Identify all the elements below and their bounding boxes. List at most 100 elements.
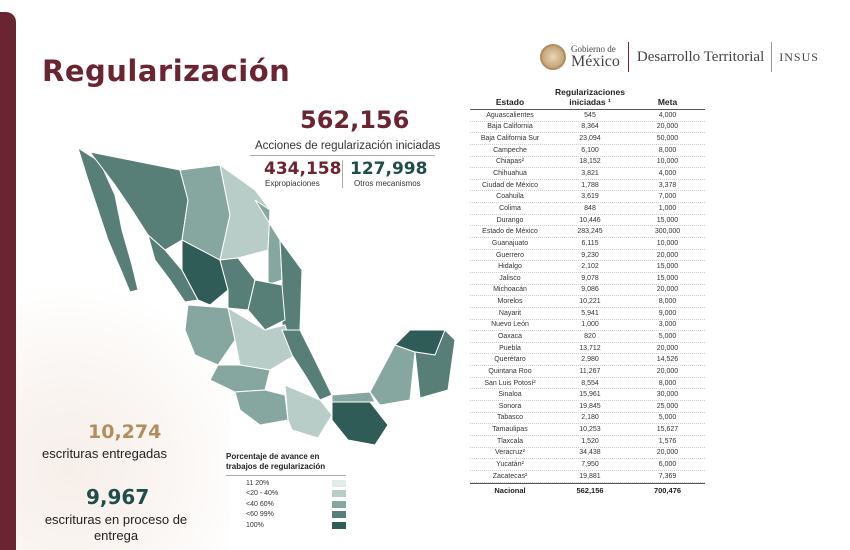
seal-icon (540, 44, 566, 70)
cell-regularizaciones: 6,100 (581, 146, 599, 154)
total-meta: 700,476 (653, 485, 682, 495)
total-label: Nacional (494, 485, 526, 495)
cell-estado: Chihuahua (493, 170, 527, 178)
mexico-map (77, 146, 456, 446)
cell-regularizaciones: 2,102 (581, 263, 599, 271)
table-row: Chihuahua 3,821 4,000 (470, 168, 705, 180)
cell-regularizaciones: 848 (584, 204, 596, 212)
cell-regularizaciones: 1,520 (581, 437, 599, 445)
cell-meta: 7,000 (658, 193, 677, 201)
cell-regularizaciones: 1,788 (581, 181, 599, 189)
cell-estado: Michoacán (493, 286, 527, 294)
table-row: Durango 10,446 15,000 (470, 215, 705, 227)
legend-item: <20 - 40% (226, 489, 346, 500)
cell-regularizaciones: 10,221 (579, 298, 601, 306)
cell-estado: Oaxaca (497, 332, 523, 340)
table-header: Estado Regularizaciones iniciadas ¹ Meta (470, 84, 705, 110)
table-row: Baja California 8,364 20,000 (470, 122, 705, 134)
cell-estado: Ciudad de México (481, 181, 539, 189)
cell-estado: Tamaulipas (492, 426, 528, 434)
cell-meta: 8,000 (658, 379, 677, 387)
kpi-otros-label: Otros mecanismos (354, 179, 421, 188)
cell-estado: Nuevo León (491, 321, 529, 329)
cell-meta: 20,000 (656, 367, 679, 375)
table-total-row: Nacional 562,156 700,476 (470, 482, 705, 497)
table-row: Colima 848 1,000 (470, 203, 705, 215)
cell-regularizaciones: 23,094 (579, 135, 601, 143)
header-logos: Gobierno de México Desarrollo Territoria… (540, 40, 819, 74)
map-region-oaxaca (284, 384, 333, 439)
cell-meta: 14,526 (656, 356, 679, 364)
cell-meta: 15,000 (656, 216, 679, 224)
table-row: Ciudad de México 1,788 3,378 (470, 180, 705, 192)
cell-meta: 3,000 (658, 321, 677, 329)
total-regularizaciones: 562,156 (576, 485, 604, 495)
map-legend: Porcentaje de avance en trabajos de regu… (226, 452, 346, 531)
table-row: Tabasco 2,180 5,000 (470, 413, 705, 425)
table-row: Jalisco 9,078 15,000 (470, 273, 705, 285)
legend-swatch (332, 521, 346, 529)
table-row: Puebla 13,712 20,000 (470, 343, 705, 355)
cell-estado: Zacatecas² (492, 472, 528, 480)
cell-meta: 5,000 (658, 414, 677, 422)
map-region-tabasco (331, 391, 376, 403)
table-row: Querétaro 2,980 14,526 (470, 354, 705, 367)
table-row: Nayarit 5,941 9,000 (470, 308, 705, 320)
kpi-otros-value: 127,998 (350, 159, 428, 179)
table-row: Sonora 19,845 25,000 (470, 401, 705, 413)
divider (342, 160, 343, 188)
cell-meta: 300,000 (654, 228, 681, 236)
cell-estado: Sinaloa (498, 391, 522, 399)
cell-estado: Jalisco (499, 274, 521, 282)
table-row: Guanajuato 6,115 10,000 (470, 238, 705, 250)
legend-swatch (332, 500, 346, 508)
cell-estado: Puebla (499, 344, 521, 352)
table-row: Morelos 10,221 8,000 (470, 296, 705, 308)
table-row: Oaxaca 820 5,000 (470, 331, 705, 343)
cell-regularizaciones: 15,961 (579, 391, 601, 399)
map-region-veracruz (281, 329, 333, 401)
divider (250, 155, 435, 156)
table-row: Campeche 6,100 8,000 (470, 145, 705, 157)
cell-estado: Veracruz² (495, 449, 525, 457)
cell-regularizaciones: 1,000 (581, 321, 599, 329)
kpi-total-value: 562,156 (300, 106, 410, 134)
accent-bar (0, 12, 16, 550)
map-region-michoacan (209, 364, 271, 393)
table-row: Veracruz² 34,438 20,000 (470, 448, 705, 460)
cell-meta: 8,000 (658, 298, 677, 306)
cell-regularizaciones: 2,180 (581, 414, 599, 422)
cell-estado: Morelos (497, 298, 523, 306)
cell-regularizaciones: 19,845 (579, 402, 601, 410)
cell-estado: Hidalgo (498, 263, 522, 271)
page-title: Regularización (42, 54, 291, 88)
divider (226, 475, 346, 476)
map-region-coahuila (219, 163, 271, 261)
map-region-chiapas (331, 399, 389, 446)
cell-meta: 20,000 (656, 251, 679, 259)
cell-meta: 20,000 (656, 449, 679, 457)
cell-meta: 3,378 (658, 181, 677, 189)
legend-item: 100% (226, 520, 346, 531)
dept-name: Desarrollo Territorial (636, 48, 765, 65)
table-row: Aguascalientes 545 4,000 (470, 110, 705, 122)
cell-meta: 4,000 (658, 111, 677, 119)
legend-item: <60 99% (226, 510, 346, 521)
legend-swatch (332, 479, 346, 487)
map-region-slp (247, 279, 286, 331)
cell-estado: Querétaro (494, 356, 526, 364)
cell-meta: 15,000 (656, 263, 679, 271)
cell-regularizaciones: 10,253 (579, 426, 601, 434)
table-row: Estado de México 283,245 300,000 (470, 226, 705, 239)
cell-meta: 10,000 (656, 158, 679, 166)
cell-meta: 20,000 (656, 286, 679, 294)
cell-meta: 7,369 (658, 472, 677, 480)
map-region-sinaloa (147, 233, 199, 303)
cell-regularizaciones: 283,245 (577, 228, 603, 236)
table-row: Zacatecas² 19,881 7,369 (470, 471, 705, 483)
table-row: Tlaxcala 1,520 1,576 (470, 436, 705, 448)
cell-meta: 1,000 (658, 204, 677, 212)
kpi-expropiaciones-value: 434,158 (264, 159, 342, 179)
cell-regularizaciones: 9,086 (581, 286, 599, 294)
cell-regularizaciones: 2,980 (581, 356, 599, 364)
